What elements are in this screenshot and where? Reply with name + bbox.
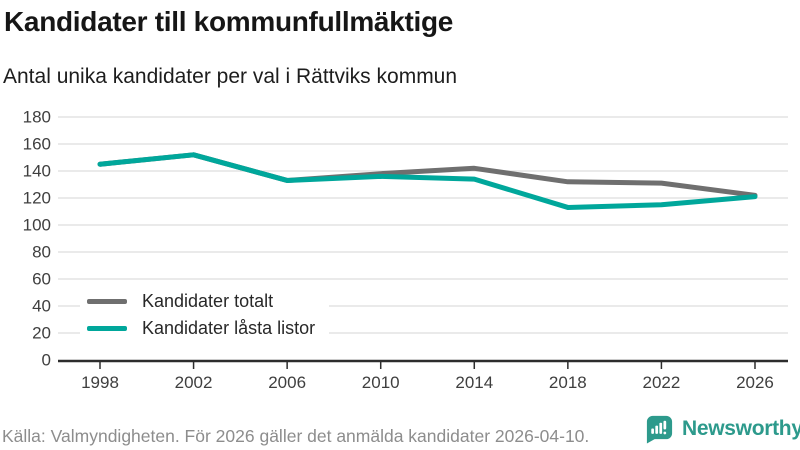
legend-swatch-lasta-listor xyxy=(87,326,127,331)
source-note: Källa: Valmyndigheten. För 2026 gäller d… xyxy=(2,426,590,446)
chart-legend: Kandidater totalt Kandidater låsta listo… xyxy=(80,282,330,348)
svg-text:100: 100 xyxy=(23,216,51,235)
svg-text:2006: 2006 xyxy=(268,373,306,392)
newsworthy-bubble-chart-icon xyxy=(646,415,673,444)
legend-label-totalt: Kandidater totalt xyxy=(142,291,274,311)
svg-text:20: 20 xyxy=(32,324,51,343)
chart-subtitle: Antal unika kandidater per val i Rättvik… xyxy=(3,65,458,88)
svg-text:0: 0 xyxy=(42,351,51,370)
svg-text:2010: 2010 xyxy=(362,373,400,392)
svg-text:2002: 2002 xyxy=(175,373,213,392)
svg-text:2022: 2022 xyxy=(643,373,681,392)
svg-text:1998: 1998 xyxy=(81,373,119,392)
svg-text:60: 60 xyxy=(32,270,51,289)
newsworthy-wordmark: Newsworthy xyxy=(682,416,800,440)
svg-text:120: 120 xyxy=(23,189,51,208)
svg-text:160: 160 xyxy=(23,135,51,154)
legend-swatch-totalt xyxy=(87,299,127,304)
svg-text:2018: 2018 xyxy=(549,373,587,392)
svg-text:2026: 2026 xyxy=(736,373,774,392)
svg-text:140: 140 xyxy=(23,162,51,181)
chart-title: Kandidater till kommunfullmäktige xyxy=(4,6,454,37)
newsworthy-logo[interactable]: Newsworthy xyxy=(644,413,800,444)
legend-item-totalt: Kandidater totalt xyxy=(87,288,315,315)
legend-item-lasta-listor: Kandidater låsta listor xyxy=(87,315,315,342)
svg-text:40: 40 xyxy=(32,297,51,316)
svg-text:2014: 2014 xyxy=(455,373,493,392)
svg-text:180: 180 xyxy=(23,108,51,127)
svg-text:80: 80 xyxy=(32,243,51,262)
legend-label-lasta-listor: Kandidater låsta listor xyxy=(142,318,316,338)
